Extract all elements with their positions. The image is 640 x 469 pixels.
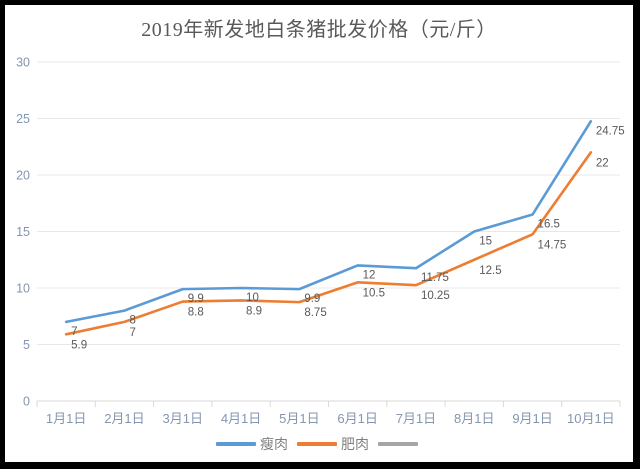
- x-axis-tick-label: 10月1日: [567, 411, 615, 426]
- series-line-肥肉: [64, 151, 593, 336]
- y-axis-tick-label: 5: [23, 338, 30, 352]
- y-axis-tick-label: 30: [16, 56, 30, 70]
- data-point-label: 8.8: [188, 307, 204, 319]
- data-point-label: 12: [363, 269, 376, 281]
- gridlines: [37, 61, 620, 402]
- y-axis-tick-label: 25: [16, 112, 30, 126]
- x-axis-tick-label: 2月1日: [104, 411, 144, 426]
- x-axis-tick-label: 4月1日: [221, 411, 261, 426]
- data-point-label: 5.9: [71, 339, 87, 351]
- legend-item-肥肉[interactable]: 肥肉: [297, 434, 369, 454]
- x-axis-tick-label: 9月1日: [512, 411, 552, 426]
- legend-swatch-icon: [216, 442, 256, 446]
- x-axis-tick-label: 1月1日: [46, 411, 86, 426]
- data-point-label: 15: [479, 236, 492, 248]
- chart-title: 2019年新发地白条猪批发价格（元/斤）: [141, 19, 497, 41]
- data-point-label: 7: [71, 326, 77, 338]
- x-axis-labels: 1月1日 2月1日 3月1日 4月1日 5月1日 6月1日 7月1日 8月1日 9月1日 10月1…: [46, 411, 615, 426]
- y-axis-tick-label: 10: [16, 282, 30, 296]
- data-point-label: 8.75: [304, 307, 326, 319]
- data-point-label: 24.75: [596, 125, 625, 137]
- y-axis-tick-label: 15: [16, 225, 30, 239]
- y-axis-labels: 0 5 10 15 20 25 30: [16, 56, 30, 409]
- data-point-label: 14.75: [538, 239, 567, 251]
- data-point-label: 10.5: [363, 287, 385, 299]
- legend-swatch-icon: [378, 442, 418, 446]
- data-point-label: 10: [246, 292, 259, 304]
- data-point-label: 10.25: [421, 290, 450, 302]
- legend-label: 肥肉: [341, 438, 369, 453]
- data-point-label: 9.9: [188, 293, 204, 305]
- data-series-lines: [64, 120, 593, 336]
- chart-plot-area: 0 5 10 15 20 25 30 1月1日 2月1日 3月1日 4月1日 5月1日 6月1日 7月1…: [16, 56, 625, 427]
- chart-container: 2019年新发地白条猪批发价格（元/斤） 0 5 10 15 20 25 30 1月1日 2月…: [5, 5, 633, 462]
- x-axis-tick-label: 5月1日: [279, 411, 319, 426]
- x-axis-tick-label: 7月1日: [396, 411, 436, 426]
- series-line-瘦肉: [64, 120, 593, 324]
- y-axis-tick-label: 0: [23, 395, 30, 409]
- chart-legend: 瘦肉 肥肉: [5, 434, 633, 454]
- data-point-label: 7: [129, 327, 135, 339]
- data-point-label: 8.9: [246, 305, 262, 317]
- x-axis-tick-label: 8月1日: [454, 411, 494, 426]
- legend-label: 瘦肉: [260, 438, 288, 453]
- data-point-label: 16.5: [538, 219, 560, 231]
- legend-swatch-icon: [297, 442, 337, 446]
- data-point-label: 8: [129, 315, 135, 327]
- y-axis-tick-label: 20: [16, 169, 30, 183]
- data-point-label: 9.9: [304, 293, 320, 305]
- legend-item-unnamed[interactable]: [378, 442, 422, 446]
- axis-tick-marks: [36, 401, 621, 407]
- data-point-label: 12.5: [479, 265, 501, 277]
- x-axis-tick-label: 6月1日: [337, 411, 377, 426]
- x-axis-tick-label: 3月1日: [163, 411, 203, 426]
- data-point-label: 11.75: [421, 272, 449, 284]
- legend-item-瘦肉[interactable]: 瘦肉: [216, 434, 288, 454]
- data-point-label: 22: [596, 157, 609, 169]
